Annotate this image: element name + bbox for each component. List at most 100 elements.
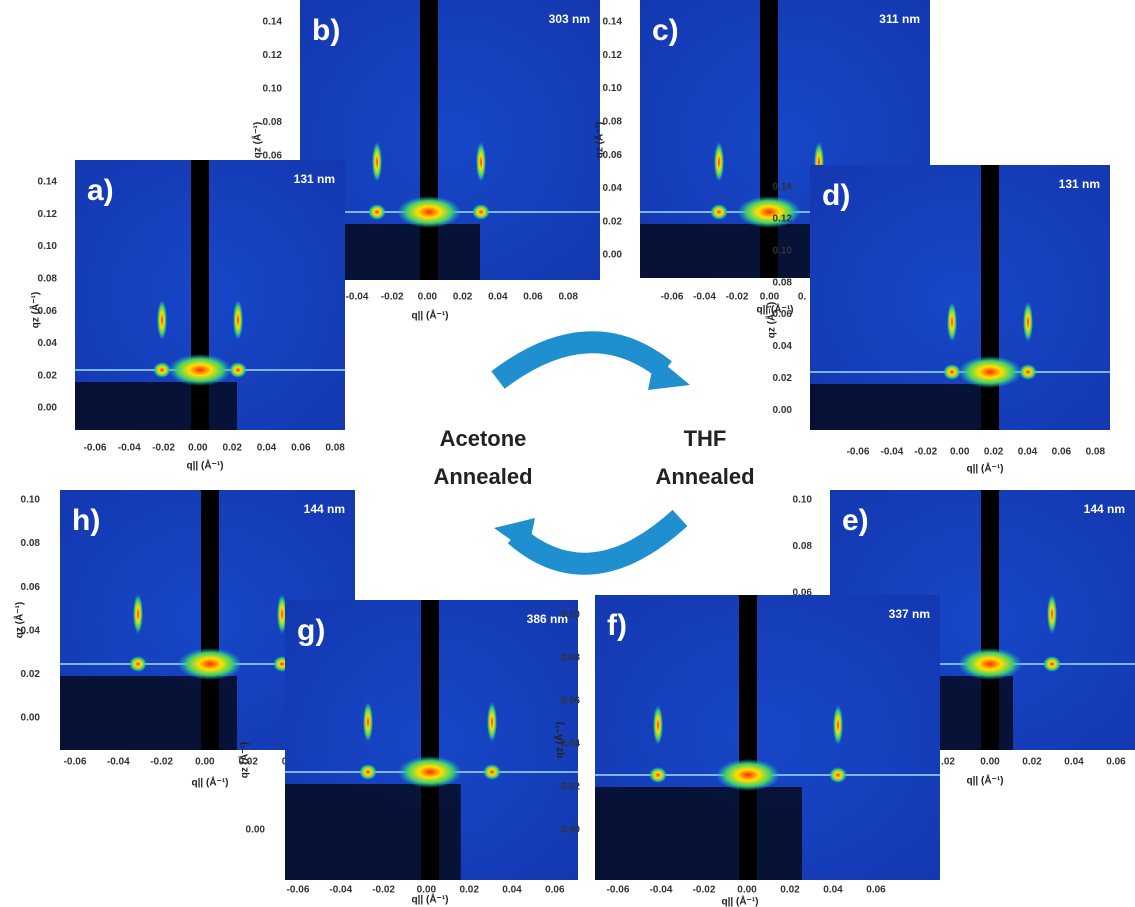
y-axis-label: qz (Å⁻¹): [553, 722, 566, 758]
y-tick-label: 0.00: [246, 825, 266, 836]
y-tick-label: 0.10: [793, 495, 813, 506]
peak: [737, 196, 801, 228]
peak: [178, 648, 242, 680]
horizon-shadow: [640, 224, 814, 278]
peak: [958, 356, 1022, 388]
bragg-rod: [133, 594, 143, 634]
cycle-arrows: [491, 331, 690, 575]
panel-label: d): [822, 179, 850, 212]
bragg-rod: [372, 142, 382, 182]
beamstop: [421, 600, 439, 880]
y-tick-label: 0.10: [21, 495, 41, 506]
y-tick-label: 0.10: [561, 610, 581, 621]
y-tick-label: 0.06: [21, 582, 41, 593]
y-tick-label: 0.00: [773, 405, 793, 416]
x-tick-label: 0.06: [291, 443, 311, 454]
y-tick-label: 0.12: [263, 50, 283, 61]
y-tick-label: 0.06: [773, 309, 793, 320]
y-tick-label: 0.08: [21, 538, 41, 549]
y-tick-label: 0.08: [603, 117, 623, 128]
y-tick-label: 0.14: [263, 17, 283, 28]
x-tick-label: 0.02: [1022, 757, 1042, 768]
film-thickness: 311 nm: [879, 12, 920, 26]
x-tick-label: -0.06: [607, 885, 630, 896]
x-axis-label: q|| (Å⁻¹): [412, 309, 449, 322]
y-tick-label: 0.14: [603, 17, 623, 28]
bragg-rod: [714, 142, 724, 182]
film-thickness: 131 nm: [1059, 177, 1100, 191]
film-thickness: 386 nm: [527, 612, 568, 626]
film-thickness: 144 nm: [1084, 502, 1125, 516]
beamstop: [201, 490, 219, 750]
x-tick-label: -0.02: [150, 757, 173, 768]
x-tick-label: -0.06: [84, 443, 107, 454]
x-tick-label: 0.08: [325, 443, 345, 454]
beamstop: [981, 165, 999, 430]
peak: [472, 204, 490, 220]
center-text: Annealed: [433, 464, 532, 489]
y-tick-label: 0.06: [38, 306, 58, 317]
y-tick-label: 0.14: [773, 182, 793, 193]
center-text: Acetone: [440, 426, 527, 451]
x-tick-label: 0.02: [222, 443, 242, 454]
x-axis-label: q|| (Å⁻¹): [412, 893, 449, 906]
x-tick-label: 0.00: [418, 292, 438, 303]
x-tick-label: -0.04: [881, 447, 904, 458]
peak: [943, 364, 961, 380]
panel-label: b): [312, 14, 340, 47]
x-tick-label: -0.02: [726, 292, 749, 303]
x-tick-label: 0.00: [417, 885, 437, 896]
film-thickness: 131 nm: [294, 172, 335, 186]
x-tick-label: -0.06: [64, 757, 87, 768]
x-tick-label: -0.02: [372, 885, 395, 896]
peak: [958, 648, 1022, 680]
x-tick-label: 0.04: [1064, 757, 1084, 768]
x-tick-label: -0.04: [346, 292, 369, 303]
y-tick-label: 0.00: [561, 825, 581, 836]
x-tick-label: 0.08: [558, 292, 578, 303]
y-tick-label: 0.08: [561, 653, 581, 664]
x-tick-label: -0.04: [107, 757, 130, 768]
x-tick-label: 0.04: [502, 885, 522, 896]
y-axis-label: qz (Å⁻¹): [251, 122, 264, 158]
center-text: THF: [684, 426, 727, 451]
y-tick-label: 0.02: [603, 216, 623, 227]
film-thickness: 337 nm: [889, 607, 930, 621]
peak: [168, 354, 232, 386]
y-tick-label: 0.08: [38, 274, 58, 285]
y-tick-label: 0.08: [263, 117, 283, 128]
peak: [398, 756, 462, 788]
x-tick-label: .02: [941, 757, 955, 768]
peak: [649, 767, 667, 783]
film-thickness: 144 nm: [304, 502, 345, 516]
bragg-rod: [277, 594, 287, 634]
x-tick-label: 0.06: [1106, 757, 1126, 768]
y-axis-label: qz (Å⁻¹): [238, 742, 251, 778]
y-tick-label: 0.00: [603, 250, 623, 261]
x-tick-label: 0.02: [984, 447, 1004, 458]
x-tick-label: 0.06: [866, 885, 886, 896]
x-tick-label: 0.06: [1052, 447, 1072, 458]
peak: [359, 764, 377, 780]
bragg-rod: [487, 702, 497, 742]
y-tick-label: 0.06: [793, 588, 813, 599]
x-tick-label: 0.06: [523, 292, 543, 303]
x-tick-label: 0.02: [453, 292, 473, 303]
bragg-rod: [1023, 302, 1033, 342]
x-tick-label: 0.00: [950, 447, 970, 458]
peak: [716, 759, 780, 791]
beamstop: [420, 0, 438, 280]
bragg-rod: [476, 142, 486, 182]
y-tick-label: 0.06: [263, 151, 283, 162]
gisaxs-panel: d) 131 nm 0.14 0.12 0.10 0.08 0.06 0.04 0.02 0.00…: [765, 165, 1110, 475]
y-tick-label: 0.08: [793, 541, 813, 552]
y-tick-label: 0.00: [21, 713, 41, 724]
x-tick-label: -0.02: [693, 885, 716, 896]
gisaxs-panel: f) 337 nm 0.10 0.08 0.06 0.04 0.02 0.00 -0.06 -0.…: [553, 595, 940, 907]
peak: [397, 196, 461, 228]
y-tick-label: 0.04: [561, 739, 581, 750]
beamstop: [739, 595, 757, 880]
bragg-rod: [833, 705, 843, 745]
x-tick-label: -0.04: [693, 292, 716, 303]
peak: [829, 767, 847, 783]
